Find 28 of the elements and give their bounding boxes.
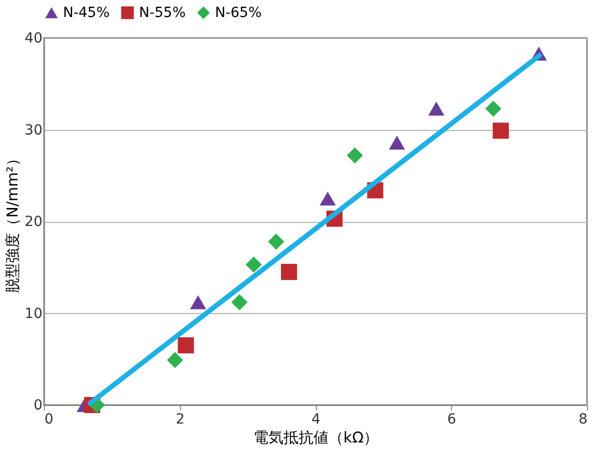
x-tick-label: 6	[447, 412, 456, 428]
point	[492, 122, 509, 139]
x-tick-label: 0	[44, 412, 54, 428]
point	[231, 294, 248, 310]
y-tick-label: 30	[24, 122, 42, 138]
y-tick-label: 40	[24, 30, 42, 46]
x-tick-label: 4	[312, 412, 321, 428]
x-tick-label: 8	[578, 412, 588, 428]
legend-label: N-45%	[63, 4, 110, 21]
point	[346, 147, 363, 164]
x-tick-label: 2	[176, 412, 185, 428]
point	[246, 256, 262, 273]
x-axis-title: 電気抵抗値（kΩ）	[253, 428, 379, 446]
point	[178, 337, 194, 354]
legend-label: N-65%	[215, 4, 262, 21]
point	[320, 192, 336, 206]
y-tick-label: 10	[24, 306, 42, 322]
point	[190, 295, 206, 310]
point	[485, 100, 502, 117]
point	[268, 234, 284, 250]
y-tick-label: 0	[34, 398, 42, 414]
point	[166, 352, 184, 368]
point	[280, 264, 298, 280]
y-tick-label: 20	[24, 214, 42, 230]
point	[428, 102, 444, 116]
y-axis-title: 脱型強度（N/mm²）	[4, 151, 22, 293]
legend-label: N-55%	[139, 4, 186, 21]
point	[388, 136, 406, 150]
